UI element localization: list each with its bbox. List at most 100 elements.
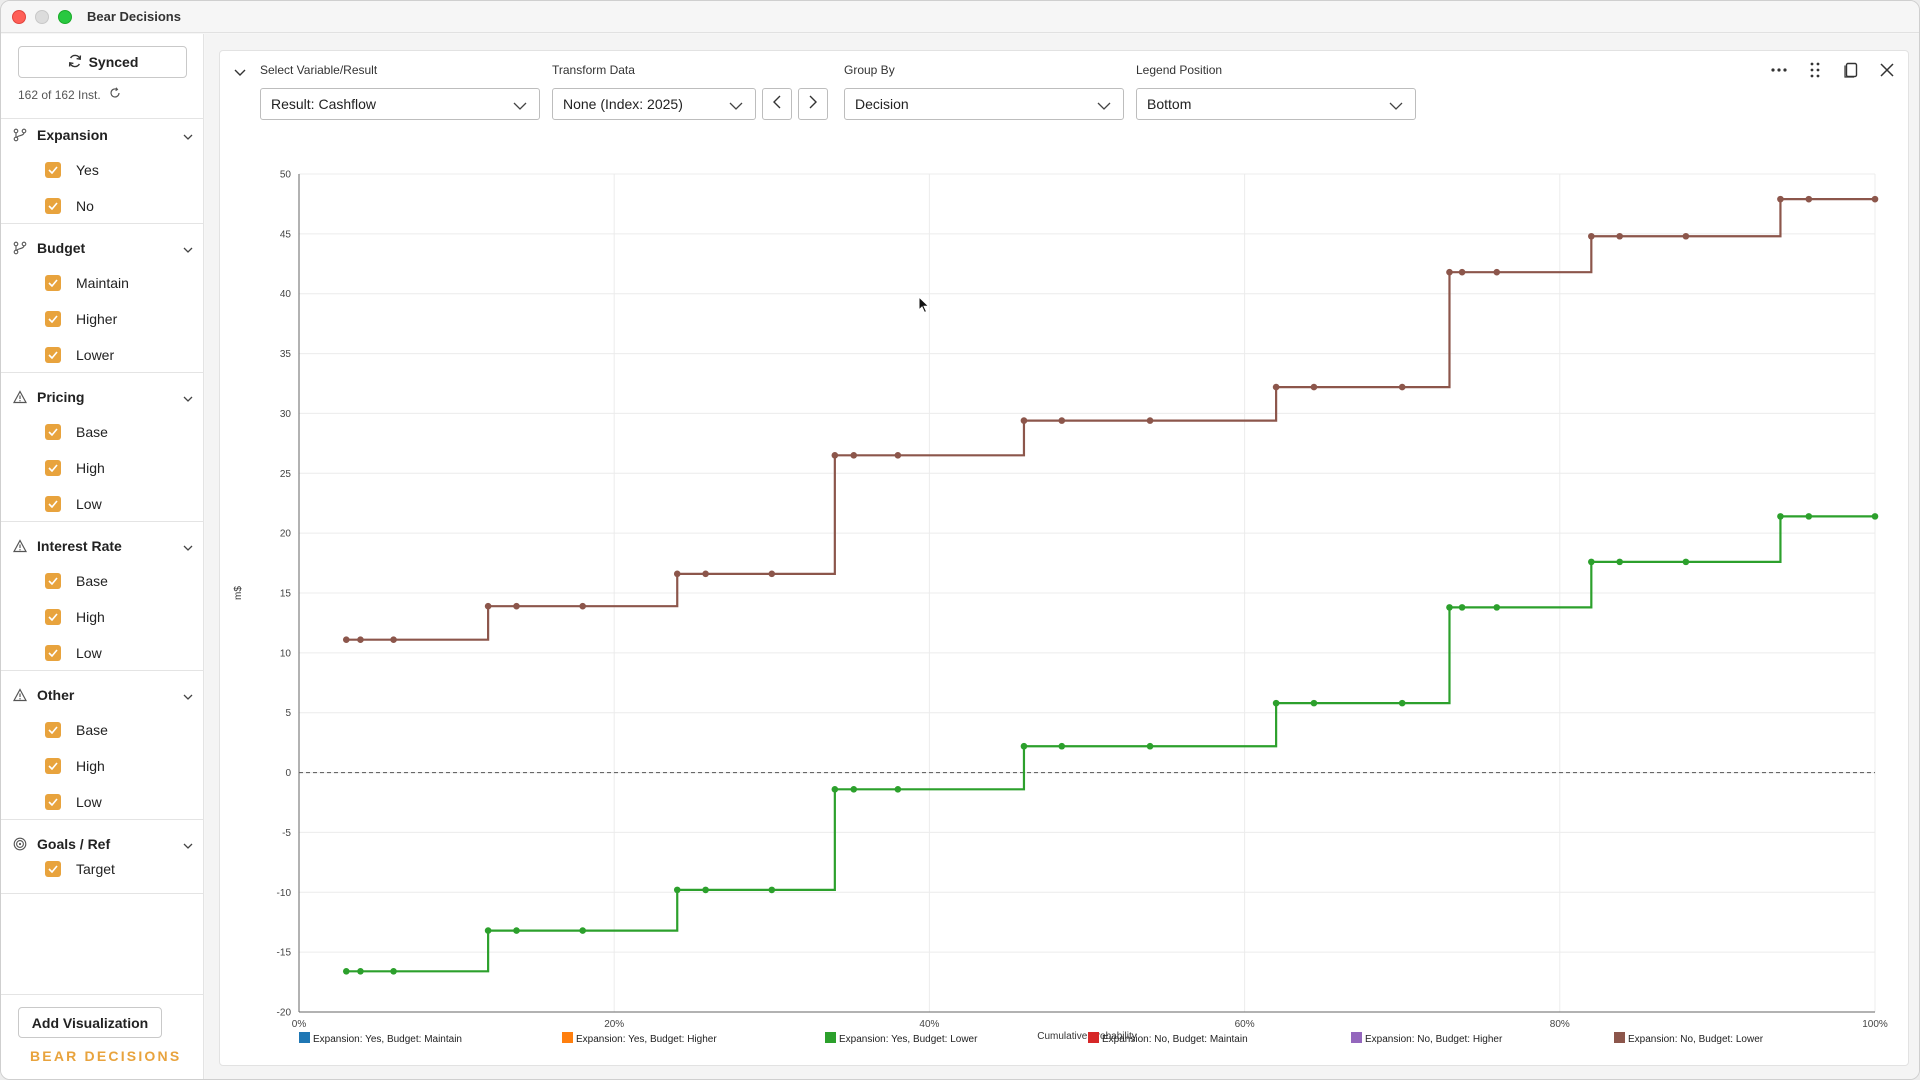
filter-option[interactable]: Low — [45, 494, 102, 514]
series-data-point — [390, 636, 397, 643]
series-data-point — [673, 886, 681, 894]
filter-option[interactable]: Higher — [45, 309, 117, 329]
filter-option[interactable]: High — [45, 607, 105, 627]
series-data-point — [1446, 604, 1453, 611]
x-axis-title: Cumulative Probability — [1037, 1031, 1137, 1042]
more-options-icon[interactable] — [1768, 59, 1790, 81]
checkbox-checked-icon[interactable] — [45, 645, 61, 661]
filter-option-label: Low — [76, 794, 102, 810]
main-area: Select Variable/Result Result: Cashflow … — [205, 34, 1919, 1079]
checkbox-checked-icon[interactable] — [45, 424, 61, 440]
duplicate-icon[interactable] — [1840, 59, 1862, 81]
series-data-point — [1458, 604, 1466, 611]
checkbox-checked-icon[interactable] — [45, 573, 61, 589]
filter-option[interactable]: Yes — [45, 160, 99, 180]
chevron-down-icon[interactable] — [183, 539, 193, 555]
checkbox-checked-icon[interactable] — [45, 162, 61, 178]
chevron-down-icon — [1097, 98, 1111, 114]
maximize-window-button[interactable] — [58, 10, 72, 24]
legend-swatch — [562, 1032, 573, 1043]
transform-label: Transform Data — [552, 63, 635, 77]
filter-option[interactable]: No — [45, 196, 94, 216]
filter-group-header[interactable]: Other — [13, 684, 193, 706]
y-tick-label: 20 — [280, 529, 292, 540]
checkbox-checked-icon[interactable] — [45, 758, 61, 774]
series-data-point — [1805, 513, 1813, 520]
checkbox-checked-icon[interactable] — [45, 609, 61, 625]
series-data-point — [484, 927, 492, 934]
chevron-down-icon[interactable] — [183, 688, 193, 704]
add-visualization-button[interactable]: Add Visualization — [18, 1007, 162, 1038]
series-data-point — [850, 452, 858, 459]
drag-handle-icon[interactable] — [1804, 59, 1826, 81]
filter-option[interactable]: Base — [45, 422, 108, 442]
checkbox-checked-icon[interactable] — [45, 347, 61, 363]
filter-option[interactable]: Base — [45, 571, 108, 591]
legend-label: Expansion: Yes, Budget: Lower — [839, 1034, 978, 1045]
x-tick-label: 0% — [292, 1019, 307, 1030]
series-data-point — [1616, 558, 1623, 566]
checkbox-checked-icon[interactable] — [45, 794, 61, 810]
checkbox-checked-icon[interactable] — [45, 861, 61, 877]
legend-swatch — [825, 1032, 836, 1043]
sidebar-divider — [1, 819, 204, 820]
filter-option[interactable]: Target — [45, 859, 115, 879]
checkbox-checked-icon[interactable] — [45, 460, 61, 476]
filter-group-header[interactable]: Interest Rate — [13, 535, 193, 557]
legend-position-value: Bottom — [1147, 96, 1192, 112]
checkbox-checked-icon[interactable] — [45, 496, 61, 512]
branch-icon — [13, 241, 27, 255]
filter-group-header[interactable]: Pricing — [13, 386, 193, 408]
checkbox-checked-icon[interactable] — [45, 275, 61, 291]
window-title: Bear Decisions — [87, 9, 181, 24]
minimize-window-button[interactable] — [35, 10, 49, 24]
close-panel-icon[interactable] — [1876, 59, 1898, 81]
chevron-down-icon[interactable] — [183, 241, 193, 257]
filter-group-label: Interest Rate — [37, 538, 122, 554]
filter-option[interactable]: Low — [45, 792, 102, 812]
refresh-icon[interactable] — [109, 87, 121, 102]
groupby-select[interactable]: Decision — [844, 88, 1124, 120]
series-data-point — [1146, 417, 1154, 424]
legend-position-select[interactable]: Bottom — [1136, 88, 1416, 120]
previous-index-button[interactable] — [762, 88, 792, 120]
y-tick-label: 0 — [285, 768, 291, 779]
transform-select[interactable]: None (Index: 2025) — [552, 88, 756, 120]
collapse-chevron-icon[interactable] — [234, 64, 246, 82]
filter-group-header[interactable]: Budget — [13, 237, 193, 259]
y-axis-title: m$ — [233, 586, 244, 600]
chevron-down-icon[interactable] — [183, 128, 193, 144]
sidebar-divider — [1, 118, 204, 119]
y-tick-label: -20 — [277, 1008, 292, 1019]
series-data-point — [1777, 195, 1784, 203]
filter-option-label: Target — [76, 861, 115, 877]
filter-option[interactable]: High — [45, 458, 105, 478]
series-data-point — [513, 927, 520, 934]
filter-option[interactable]: Lower — [45, 345, 114, 365]
filter-option[interactable]: Maintain — [45, 273, 129, 293]
filter-option[interactable]: Base — [45, 720, 108, 740]
filter-option-label: Maintain — [76, 275, 129, 291]
filter-group-header[interactable]: Goals / Ref — [13, 833, 193, 855]
series-data-point — [1871, 195, 1879, 203]
y-tick-label: 10 — [280, 648, 292, 659]
series-data-point — [768, 570, 776, 578]
synced-button[interactable]: Synced — [18, 46, 187, 78]
series-data-point — [513, 602, 520, 610]
chevron-down-icon[interactable] — [183, 390, 193, 406]
legend-label: Expansion: No, Budget: Higher — [1365, 1034, 1503, 1045]
series-data-point — [1398, 383, 1406, 391]
chevron-down-icon[interactable] — [183, 837, 193, 853]
filter-option[interactable]: High — [45, 756, 105, 776]
next-index-button[interactable] — [798, 88, 828, 120]
title-bar: Bear Decisions — [1, 1, 1919, 33]
filter-group-header[interactable]: Expansion — [13, 124, 193, 146]
filter-option[interactable]: Low — [45, 643, 102, 663]
checkbox-checked-icon[interactable] — [45, 198, 61, 214]
close-window-button[interactable] — [12, 10, 26, 24]
variable-select[interactable]: Result: Cashflow — [260, 88, 540, 120]
checkbox-checked-icon[interactable] — [45, 722, 61, 738]
series-data-point — [1588, 232, 1595, 240]
checkbox-checked-icon[interactable] — [45, 311, 61, 327]
cumulative-probability-chart: -20 -15 -10 -5 0 5 10 15 20 25 30 35 40 45 50 0% 20% 40% 6… — [233, 170, 1888, 1046]
